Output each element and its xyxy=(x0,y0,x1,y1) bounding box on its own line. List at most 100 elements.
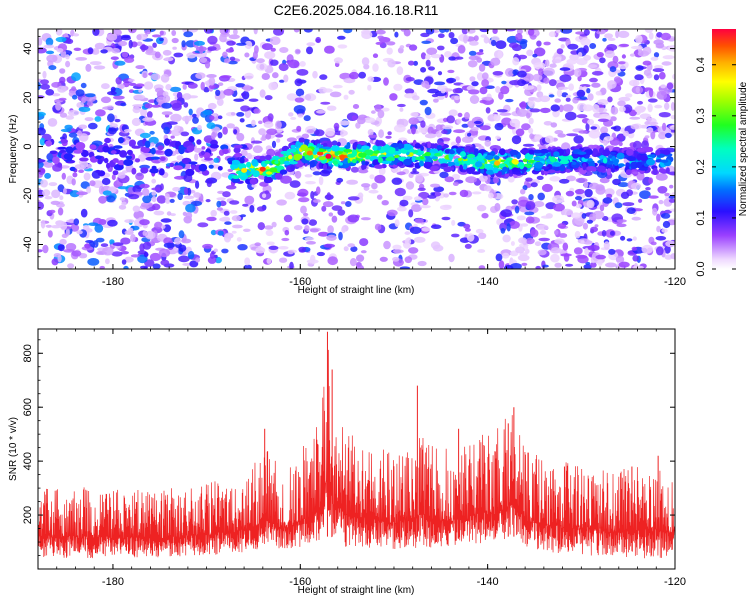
spectrogram-cell xyxy=(251,119,256,127)
spectrogram-cell xyxy=(374,164,384,169)
spectrogram-cell xyxy=(587,93,594,101)
spectrogram-cell xyxy=(151,196,157,203)
spectrogram-cell xyxy=(316,109,326,114)
spectrogram-cell xyxy=(224,29,229,33)
spectrogram-cell xyxy=(60,128,72,133)
spectrogram-cell xyxy=(664,102,670,111)
spectrogram-cell xyxy=(135,172,145,181)
spectrogram-cell xyxy=(207,102,217,110)
spectrogram-cell xyxy=(333,122,340,130)
spectrogram-cell xyxy=(76,191,88,196)
spectrogram-cell xyxy=(449,167,455,171)
spectrogram-cell xyxy=(575,31,585,35)
spectrogram-cell xyxy=(629,53,636,57)
colorbar-label: Normalized spectral amplitude xyxy=(738,81,749,216)
spectrogram-cell xyxy=(270,59,279,66)
spectrogram-cell xyxy=(421,80,430,88)
spectrogram-cell xyxy=(530,182,538,188)
spectrogram-cell xyxy=(361,160,366,166)
spectrogram-cell xyxy=(562,242,569,251)
spectrogram-cell xyxy=(538,68,544,76)
spectrogram-cell xyxy=(622,130,629,137)
spectrogram-cell xyxy=(48,182,58,187)
spectrogram-cell xyxy=(620,191,630,199)
spectrogram-cell xyxy=(625,169,632,176)
spectrogram-cell xyxy=(70,224,80,232)
spectrogram-cell xyxy=(172,46,177,50)
spectrogram-cell xyxy=(457,112,463,118)
spectrogram-cell xyxy=(211,131,216,140)
spectrogram-cell xyxy=(459,189,469,198)
spectrogram-cell xyxy=(210,229,217,236)
spectrogram-cell xyxy=(587,158,593,162)
spectrogram-cell xyxy=(304,154,314,161)
spectrogram-cell xyxy=(397,103,406,108)
spectrogram-cell xyxy=(635,161,643,169)
spectrogram-peak xyxy=(241,167,248,173)
spectrogram-cell xyxy=(425,29,435,35)
spectrogram-cell xyxy=(285,151,291,156)
spectrogram-cell xyxy=(466,154,476,158)
spectrogram-cell xyxy=(660,32,672,41)
spectrogram-cell xyxy=(574,230,581,239)
spectrogram-cell xyxy=(286,148,297,153)
spectrogram-cell xyxy=(195,180,200,189)
spectrogram-cell xyxy=(575,203,582,209)
spectrogram-cell xyxy=(654,104,663,109)
spectrogram-cell xyxy=(252,170,260,178)
spectrogram-cell xyxy=(156,195,167,204)
spectrogram-cell xyxy=(431,156,439,160)
spectrogram-cell xyxy=(281,157,285,161)
spectrogram-cell xyxy=(520,188,526,195)
spectrogram-cell xyxy=(383,77,389,86)
spectrogram-cell xyxy=(471,171,481,175)
spectrogram-cell xyxy=(536,175,544,180)
spectrogram-cell xyxy=(160,259,170,266)
spectrogram-cell xyxy=(521,262,528,266)
spectrogram-cell xyxy=(452,88,460,94)
spectrogram-cell xyxy=(451,219,456,226)
snr-plot-area xyxy=(38,331,675,559)
spectrogram-cell xyxy=(430,224,442,229)
spectrogram-cell xyxy=(454,95,461,101)
spectrogram-cell xyxy=(183,187,189,196)
spectrogram-cell xyxy=(173,125,181,133)
spectrogram-cell xyxy=(78,169,84,173)
spectrogram-cell xyxy=(45,89,55,96)
spectrogram-cell xyxy=(508,42,519,49)
spectrogram-cell xyxy=(469,76,476,82)
spectrogram-cell xyxy=(151,104,161,108)
spectrogram-cell xyxy=(144,103,153,109)
spectrogram-cell xyxy=(73,47,82,51)
spectrogram-cell xyxy=(307,262,313,267)
spectrogram-cell xyxy=(181,40,186,48)
spectrogram-cell xyxy=(404,231,411,235)
spectrogram-cell xyxy=(375,29,386,35)
spectrogram-cell xyxy=(266,258,272,264)
spectrogram-cell xyxy=(525,216,535,224)
spectrogram-cell xyxy=(280,175,292,184)
spectrogram-cell xyxy=(265,190,269,194)
spectrogram-cell xyxy=(76,102,85,109)
spectrogram-cell xyxy=(343,246,349,252)
spectrogram-cell xyxy=(206,122,216,129)
spectrogram-cell xyxy=(98,195,107,204)
spectrogram-cell xyxy=(442,125,454,130)
spectrogram-cell xyxy=(620,235,626,241)
spectrogram-cell xyxy=(408,209,414,218)
spectrogram-cell xyxy=(596,107,608,113)
spectrogram-cell xyxy=(500,227,506,234)
spectrogram-cell xyxy=(195,46,207,52)
spectrogram-cell xyxy=(258,120,263,125)
spectrogram-cell xyxy=(657,186,668,194)
x-tick-label: -140 xyxy=(477,276,499,288)
spectrogram-cell xyxy=(525,201,536,210)
spectrogram-cell xyxy=(347,243,356,248)
spectrogram-cell xyxy=(151,187,163,191)
spectrogram-cell xyxy=(408,117,420,125)
spectrogram-cell xyxy=(550,104,560,112)
spectrogram-cell xyxy=(112,170,119,176)
spectrogram-cell xyxy=(439,29,446,33)
spectrogram-cell xyxy=(64,124,73,130)
spectrogram-cell xyxy=(662,55,675,60)
